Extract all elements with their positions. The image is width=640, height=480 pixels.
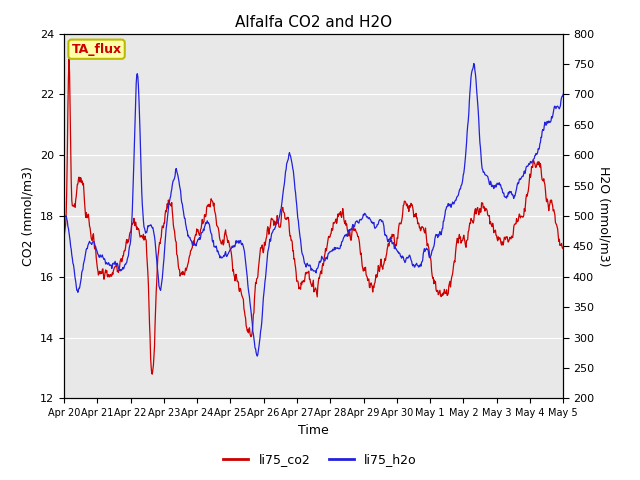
Y-axis label: CO2 (mmol/m3): CO2 (mmol/m3) — [22, 166, 35, 266]
Title: Alfalfa CO2 and H2O: Alfalfa CO2 and H2O — [235, 15, 392, 30]
Y-axis label: H2O (mmol/m3): H2O (mmol/m3) — [598, 166, 611, 266]
X-axis label: Time: Time — [298, 424, 329, 437]
Legend: li75_co2, li75_h2o: li75_co2, li75_h2o — [218, 448, 422, 471]
Text: TA_flux: TA_flux — [72, 43, 122, 56]
